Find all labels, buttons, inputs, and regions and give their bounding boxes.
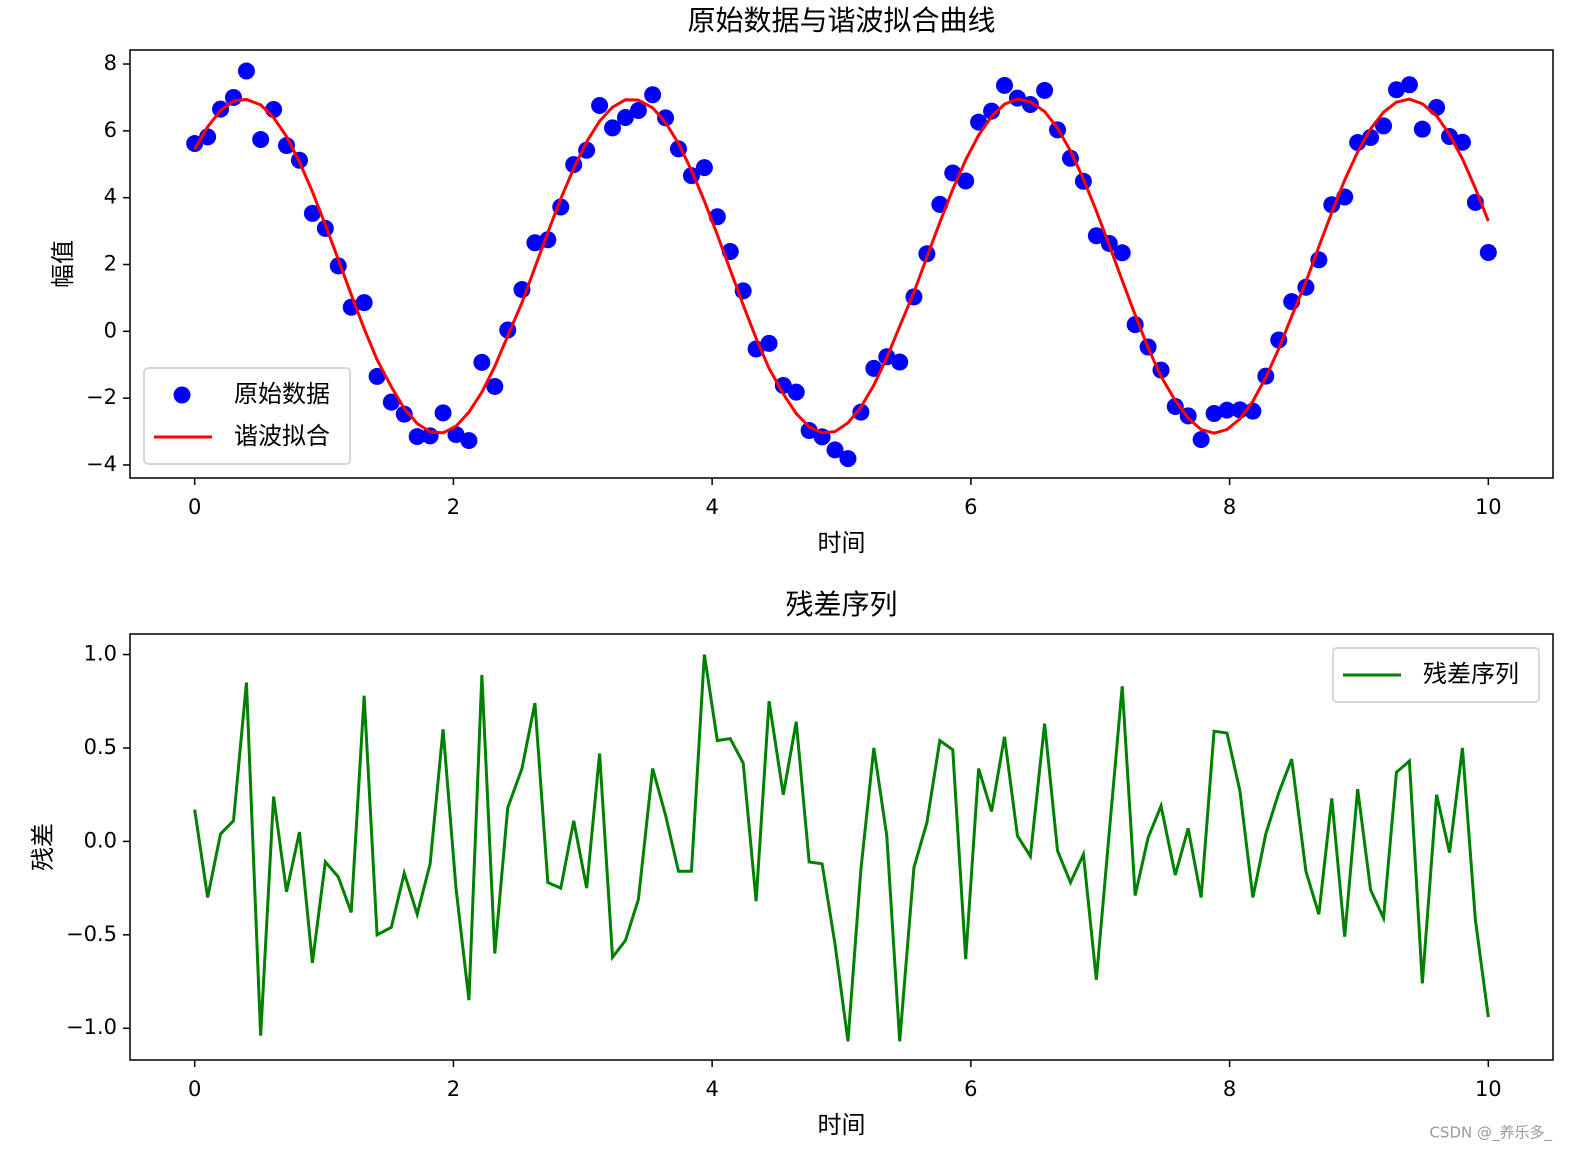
x-tick-label: 6 — [964, 1077, 977, 1101]
data-point — [486, 377, 504, 395]
data-point — [1400, 76, 1418, 94]
data-point — [787, 383, 805, 401]
plot-area — [193, 654, 1490, 1042]
plot-area — [186, 62, 1497, 468]
y-axis-label: 残差 — [29, 823, 57, 871]
data-point — [382, 393, 400, 411]
y-tick-label: −2 — [86, 385, 117, 409]
y-tick-label: 0.0 — [84, 828, 117, 852]
y-tick-label: 0.5 — [84, 735, 117, 759]
data-point — [604, 119, 622, 137]
data-point — [839, 450, 857, 468]
data-point — [629, 101, 647, 119]
x-tick-label: 8 — [1223, 1077, 1236, 1101]
data-point — [1166, 397, 1184, 415]
data-point — [526, 234, 544, 252]
x-tick-label: 4 — [705, 1077, 718, 1101]
data-point — [1453, 133, 1471, 151]
data-point — [252, 131, 270, 149]
y-tick-label: 1.0 — [84, 642, 117, 666]
data-point — [1387, 81, 1405, 99]
legend-label: 残差序列 — [1423, 660, 1519, 688]
data-point — [278, 137, 296, 155]
data-point — [1428, 98, 1446, 116]
data-point — [695, 159, 713, 177]
data-point — [995, 76, 1013, 94]
data-point — [1205, 405, 1223, 423]
data-point — [657, 109, 675, 127]
x-tick-label: 2 — [447, 1077, 460, 1101]
data-point — [1218, 401, 1236, 419]
data-point — [447, 426, 465, 444]
data-point — [1087, 227, 1105, 245]
data-point — [826, 441, 844, 459]
axes-frame — [129, 49, 1554, 479]
data-point — [421, 427, 439, 445]
y-tick-label: 6 — [104, 118, 117, 142]
x-tick-label: 2 — [447, 495, 460, 519]
y-tick-label: 2 — [104, 252, 117, 276]
data-point — [395, 405, 413, 423]
data-point — [1113, 244, 1131, 262]
x-tick-label: 4 — [705, 495, 718, 519]
x-tick-label: 6 — [964, 495, 977, 519]
chart-title: 原始数据与谐波拟合曲线 — [687, 4, 995, 37]
legend-box — [143, 367, 351, 465]
y-tick-label: 4 — [104, 185, 117, 209]
data-point — [408, 428, 426, 446]
data-point — [1036, 81, 1054, 99]
data-point — [1192, 431, 1210, 449]
x-axis-label: 时间 — [818, 529, 866, 557]
y-tick-label: 0 — [104, 318, 117, 342]
legend: 残差序列 — [1332, 647, 1540, 703]
data-point — [983, 102, 1001, 120]
x-tick-label: 8 — [1223, 495, 1236, 519]
data-point — [1375, 117, 1393, 135]
legend-label: 谐波拟合 — [234, 422, 330, 450]
data-point — [224, 88, 242, 106]
data-point — [355, 294, 373, 312]
y-tick-label: −0.5 — [66, 922, 117, 946]
data-point — [578, 141, 596, 159]
axes-frame — [129, 633, 1554, 1061]
x-tick-label: 0 — [188, 495, 201, 519]
watermark: CSDN @_养乐多_ — [1429, 1124, 1552, 1143]
data-point — [460, 432, 478, 450]
data-line — [193, 654, 1490, 1042]
chart-title: 残差序列 — [785, 588, 897, 621]
x-tick-label: 10 — [1475, 495, 1502, 519]
data-point — [303, 204, 321, 222]
data-point — [473, 353, 491, 371]
y-tick-label: −4 — [86, 452, 117, 476]
x-tick-label: 10 — [1475, 1077, 1502, 1101]
data-point — [1362, 129, 1380, 147]
x-axis-label: 时间 — [818, 1111, 866, 1139]
legend-marker — [173, 386, 191, 404]
data-point — [760, 334, 778, 352]
data-line — [193, 97, 1490, 435]
legend-label: 原始数据 — [234, 380, 330, 408]
data-point — [1413, 120, 1431, 138]
data-point — [891, 353, 909, 371]
y-axis-label: 幅值 — [49, 240, 77, 288]
data-point — [1479, 243, 1497, 261]
data-point — [434, 404, 452, 422]
data-point — [644, 86, 662, 104]
data-point — [591, 96, 609, 114]
data-point — [368, 367, 386, 385]
data-point — [237, 62, 255, 80]
data-point — [616, 108, 634, 126]
data-point — [852, 403, 870, 421]
x-tick-label: 0 — [188, 1077, 201, 1101]
legend-box — [1332, 647, 1540, 703]
y-tick-label: 8 — [104, 51, 117, 75]
data-point — [800, 422, 818, 440]
data-point — [774, 376, 792, 394]
data-point — [957, 172, 975, 190]
y-tick-label: −1.0 — [66, 1015, 117, 1039]
